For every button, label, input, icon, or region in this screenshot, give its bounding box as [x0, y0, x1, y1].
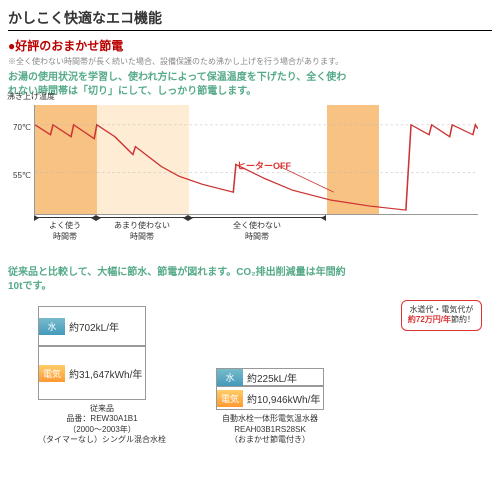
xlabel-occasional: あまり使わない時間帯	[96, 217, 188, 242]
ytick-55: 55℃	[13, 171, 31, 180]
old-product-bar: 水 約702kL/年 電気 約31,647kWh/年 従来品 品番：REW30A…	[38, 306, 166, 446]
old-water-seg: 水 約702kL/年	[38, 306, 146, 346]
water-label: 水	[217, 369, 243, 386]
old-elec-value: 約31,647kWh/年	[65, 366, 145, 381]
band-frequent-2	[327, 105, 379, 214]
bar-comparison: 水 約702kL/年 電気 約31,647kWh/年 従来品 品番：REW30A…	[8, 306, 492, 446]
comparison-section: 従来品と比較して、大幅に節水、節電が図れます。CO₂排出削減量は年間約10tです…	[8, 266, 492, 446]
elec-label: 電気	[39, 365, 65, 382]
comparison-desc: 従来品と比較して、大幅に節水、節電が図れます。CO₂排出削減量は年間約10tです…	[8, 266, 492, 294]
old-elec-seg: 電気 約31,647kWh/年	[38, 346, 146, 400]
y-axis-label: 沸き上げ温度	[7, 91, 55, 102]
savings-callout: 水道代・電気代が 約72万円/年節約！	[401, 300, 482, 331]
band-frequent	[35, 105, 97, 214]
band-occasional	[97, 105, 189, 214]
section-title: かしこく快適なエコ機能	[8, 8, 492, 31]
xlabel-frequent: よく使う時間帯	[34, 217, 96, 242]
new-water-seg: 水 約225kL/年	[216, 368, 324, 386]
new-elec-seg: 電気 約10,946kWh/年	[216, 386, 324, 410]
new-product-bar: 水 約225kL/年 電気 約10,946kWh/年 自動水栓一体形電気温水器 …	[216, 368, 324, 445]
new-elec-value: 約10,946kWh/年	[243, 391, 323, 406]
old-water-value: 約702kL/年	[65, 319, 145, 334]
sub-heading: ●好評のおまかせ節電	[8, 37, 492, 54]
water-label: 水	[39, 318, 65, 335]
description: お湯の使用状況を学習し、使われ方によって保温温度を下げたり、全く使わ れない時間…	[8, 71, 492, 99]
new-caption: 自動水栓一体形電気温水器 REAH03B1RS28SK （おまかせ節電付き）	[216, 414, 324, 445]
footnote: ※全く使わない時間帯が長く続いた場合、設備保護のため沸かし上げを行う場合がありま…	[8, 56, 492, 67]
desc-line1: お湯の使用状況を学習し、使われ方によって保温温度を下げたり、全く使わ	[8, 72, 346, 83]
elec-label: 電気	[217, 390, 243, 407]
xlabel-unused: 全く使わない時間帯	[188, 217, 326, 242]
x-axis-labels: よく使う時間帯 あまり使わない時間帯 全く使わない時間帯	[34, 217, 478, 242]
old-caption: 従来品 品番：REW30A1B1 （2000～2003年） （タイマーなし）シン…	[38, 404, 166, 446]
heater-off-label: ヒーターOFF	[237, 159, 291, 172]
temperature-chart: 沸き上げ温度 70℃ 55℃ ヒーターOFF	[34, 105, 478, 215]
ytick-70: 70℃	[13, 123, 31, 132]
new-water-value: 約225kL/年	[243, 370, 323, 385]
